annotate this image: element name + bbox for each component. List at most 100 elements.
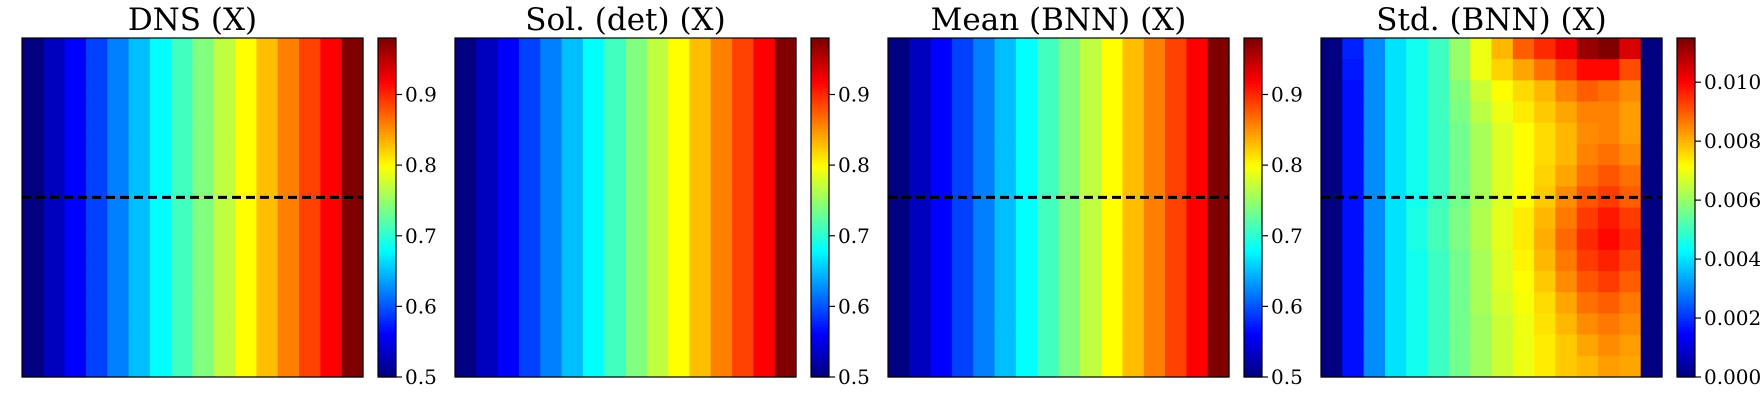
heatmap-cell: [1079, 355, 1102, 378]
heatmap-cell: [22, 80, 44, 103]
colorbar-segment: [1244, 43, 1262, 48]
heatmap-cell: [1015, 59, 1038, 81]
heatmap-cell: [22, 101, 44, 124]
heatmap-cell: [128, 59, 151, 81]
colorbar-segment: [811, 306, 829, 310]
heatmap-cell: [1427, 292, 1450, 315]
heatmap-cell: [1384, 101, 1407, 124]
colorbar-segment: [378, 227, 396, 231]
heatmap-cell: [497, 249, 520, 272]
colorbar-tick-label: 0.5: [405, 365, 437, 389]
heatmap-cell: [1037, 207, 1060, 230]
colorbar-segment: [378, 312, 396, 316]
heatmap-cell: [1640, 101, 1663, 124]
colorbar-segment: [1677, 190, 1695, 194]
heatmap-cell: [476, 143, 499, 166]
heatmap-cell: [128, 122, 151, 145]
colorbar-segment: [1677, 176, 1695, 180]
heatmap-cell: [1576, 334, 1599, 357]
heatmap-cell: [277, 292, 300, 315]
heatmap-cell: [973, 271, 996, 293]
heatmap-cell: [646, 271, 669, 293]
heatmap-cell: [1058, 143, 1081, 166]
heatmap-cell: [1207, 334, 1230, 357]
heatmap-cell: [22, 38, 44, 60]
heatmap-cell: [277, 101, 300, 124]
heatmap-cell: [732, 207, 754, 230]
heatmap-cell: [1321, 101, 1343, 124]
heatmap-cell: [1143, 334, 1166, 357]
colorbar-segment: [1244, 292, 1262, 296]
heatmap-cell: [774, 249, 797, 272]
heatmap-cell: [1058, 59, 1081, 81]
heatmap-cell: [1363, 143, 1386, 166]
colorbar-segment: [1677, 97, 1695, 101]
heatmap-cell: [710, 59, 733, 81]
colorbar-segment: [811, 148, 829, 152]
heatmap-cell: [1491, 122, 1514, 145]
colorbar-segment: [378, 54, 396, 59]
colorbar-segment: [811, 343, 829, 347]
colorbar-segment: [378, 66, 396, 70]
colorbar-segment: [1677, 249, 1695, 254]
colorbar-segment: [1244, 334, 1262, 339]
colorbar-segment: [811, 38, 829, 42]
heatmap-cell: [689, 59, 712, 81]
heatmap-cell: [604, 122, 627, 145]
heatmap-cell: [1015, 355, 1038, 378]
heatmap-cell: [951, 143, 974, 166]
heatmap-cell: [1207, 165, 1230, 187]
heatmap-cell: [1015, 143, 1038, 166]
heatmap-cell: [1512, 143, 1535, 166]
colorbar-segment: [1244, 241, 1262, 245]
heatmap-cell: [43, 38, 66, 60]
heatmap-cell: [1143, 101, 1166, 124]
heatmap-cell: [1427, 334, 1450, 357]
heatmap-cell: [1555, 249, 1578, 272]
colorbar-segment: [1244, 167, 1262, 172]
heatmap-cell: [1342, 143, 1365, 166]
colorbar-segment: [811, 235, 829, 240]
heatmap-cell: [1101, 80, 1124, 103]
heatmap-cell: [1165, 292, 1187, 315]
heatmap-cell: [341, 38, 364, 60]
heatmap-cell: [1598, 143, 1620, 166]
heatmap-cell: [1122, 292, 1145, 315]
heatmap-cell: [299, 80, 321, 103]
colorbar-segment: [811, 357, 829, 361]
heatmap-cell: [973, 313, 996, 336]
heatmap-cell: [1555, 207, 1578, 230]
colorbar-segment: [811, 300, 829, 305]
heatmap-cell: [710, 122, 733, 145]
heatmap-cell: [518, 334, 541, 357]
heatmap-cell: [497, 271, 520, 293]
heatmap-cell: [1186, 313, 1209, 336]
heatmap-cell: [540, 80, 563, 103]
heatmap-cell: [22, 165, 44, 187]
colorbar-segment: [811, 374, 829, 378]
colorbar-segment: [378, 83, 396, 87]
colorbar-segment: [1677, 136, 1695, 141]
heatmap-cell: [320, 334, 343, 357]
heatmap-cell: [753, 355, 776, 378]
heatmap-cell: [192, 186, 215, 209]
heatmap-cell: [64, 249, 87, 272]
heatmap-cell: [476, 59, 499, 81]
colorbar-segment: [378, 269, 396, 274]
heatmap-cell: [43, 228, 66, 251]
heatmap-cell: [1101, 122, 1124, 145]
heatmap-cell: [1576, 228, 1599, 251]
heatmap-cell: [1207, 271, 1230, 293]
colorbar-segment: [378, 357, 396, 361]
heatmap-cell: [277, 80, 300, 103]
colorbar-segment: [1677, 312, 1695, 316]
colorbar-segment: [1244, 232, 1262, 237]
heatmap-cell: [128, 292, 151, 315]
colorbar-segment: [1244, 317, 1262, 322]
heatmap-cell: [1058, 207, 1081, 230]
colorbar-segment: [811, 131, 829, 135]
heatmap-cell: [213, 80, 236, 103]
heatmap-cell: [1037, 38, 1060, 60]
heatmap-cell: [235, 143, 258, 166]
heatmap-cell: [625, 271, 648, 293]
